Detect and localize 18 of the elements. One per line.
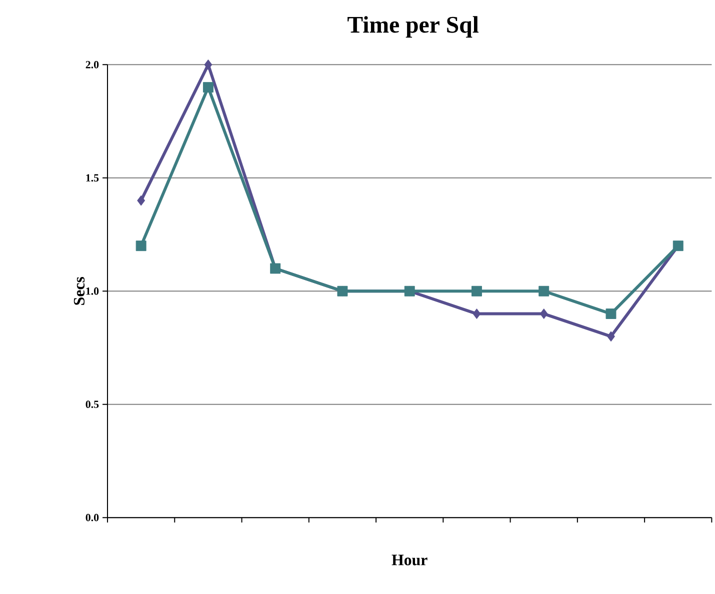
point xyxy=(607,331,615,342)
point xyxy=(538,286,550,296)
point xyxy=(136,240,146,251)
y-axis-title: Secs xyxy=(74,276,85,305)
point xyxy=(472,308,481,319)
y-tick-label: 2.0 xyxy=(86,60,99,68)
point xyxy=(204,59,212,70)
chart-title: Time per Sql xyxy=(348,16,479,38)
y-tick-label: 0.0 xyxy=(86,514,99,522)
y-tick-label: 0.5 xyxy=(86,400,99,408)
point xyxy=(540,308,548,319)
point xyxy=(606,308,616,319)
y-tick-label: 1.0 xyxy=(86,287,99,295)
point xyxy=(202,82,214,92)
point xyxy=(472,286,482,296)
x-axis-title: Hour xyxy=(392,554,428,566)
point xyxy=(137,195,146,206)
y-tick-label: 1.5 xyxy=(86,174,99,182)
